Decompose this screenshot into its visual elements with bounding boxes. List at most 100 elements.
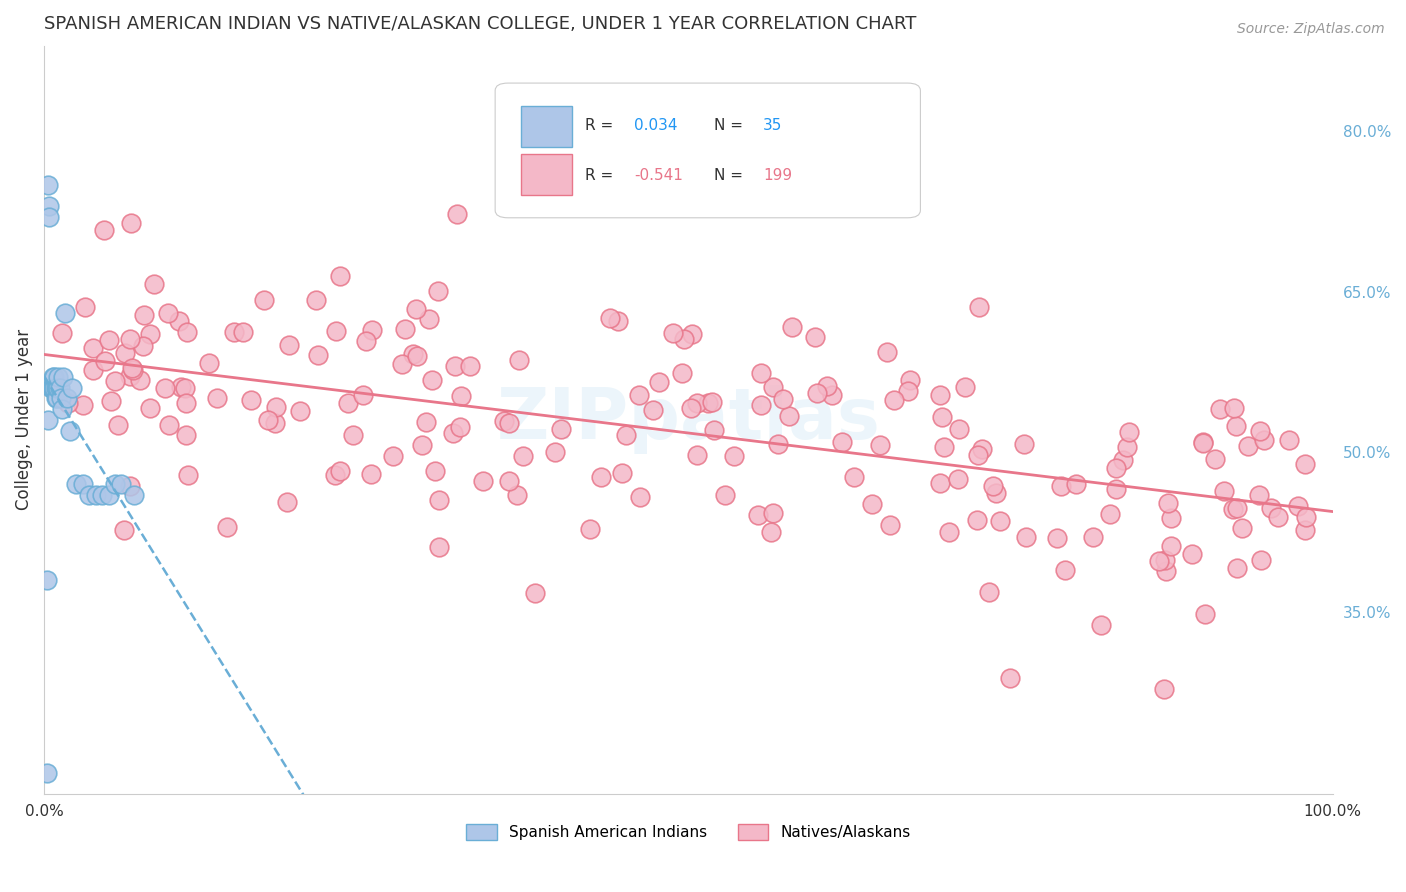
Point — [167, 314, 190, 328]
Point — [1160, 539, 1182, 553]
Point — [972, 442, 994, 456]
Point — [1222, 502, 1244, 516]
Point — [512, 450, 534, 464]
Point — [983, 479, 1005, 493]
Point — [1204, 451, 1226, 466]
Point — [747, 508, 769, 522]
Point — [39, 381, 62, 395]
Point — [1237, 439, 1260, 453]
Point — [264, 400, 287, 414]
Point — [45, 392, 67, 406]
Point — [423, 464, 446, 478]
Point — [132, 339, 155, 353]
Point — [1153, 681, 1175, 696]
Point — [898, 373, 921, 387]
Point — [1099, 507, 1122, 521]
Point — [174, 428, 197, 442]
Point — [879, 518, 901, 533]
Point — [56, 392, 79, 406]
Point — [928, 475, 950, 490]
Point — [934, 440, 956, 454]
Point — [1295, 510, 1317, 524]
Legend: Spanish American Indians, Natives/Alaskans: Spanish American Indians, Natives/Alaska… — [460, 818, 917, 847]
Text: 0.034: 0.034 — [634, 119, 678, 133]
Point — [139, 326, 162, 341]
Point — [277, 338, 299, 352]
Point — [139, 401, 162, 415]
Point — [129, 373, 152, 387]
Text: 35: 35 — [763, 119, 783, 133]
Point — [441, 425, 464, 440]
Text: ZIPpatlas: ZIPpatlas — [496, 385, 880, 454]
Point — [1149, 554, 1171, 568]
Point — [427, 285, 450, 299]
Point — [1209, 402, 1232, 417]
Point — [46, 392, 69, 406]
Point — [35, 573, 58, 587]
Point — [53, 306, 76, 320]
Point — [354, 334, 377, 349]
Point — [52, 370, 75, 384]
Point — [84, 488, 107, 502]
Point — [599, 310, 621, 325]
Point — [492, 414, 515, 428]
Point — [215, 519, 238, 533]
Point — [91, 488, 114, 502]
Point — [94, 353, 117, 368]
FancyBboxPatch shape — [495, 83, 921, 218]
Point — [984, 486, 1007, 500]
Point — [176, 325, 198, 339]
Point — [307, 348, 329, 362]
Point — [45, 381, 67, 395]
Point — [1160, 511, 1182, 525]
Point — [418, 311, 440, 326]
Point — [263, 417, 285, 431]
Text: -0.541: -0.541 — [634, 168, 683, 183]
Point — [1225, 419, 1247, 434]
Point — [198, 356, 221, 370]
Point — [325, 468, 347, 483]
Point — [938, 525, 960, 540]
Point — [44, 370, 66, 384]
Point — [394, 322, 416, 336]
Point — [37, 178, 59, 192]
Point — [97, 333, 120, 347]
Point — [1046, 531, 1069, 545]
Point — [46, 370, 69, 384]
Point — [946, 472, 969, 486]
Point — [153, 381, 176, 395]
Point — [174, 381, 197, 395]
FancyBboxPatch shape — [520, 105, 572, 146]
Point — [780, 319, 803, 334]
Point — [134, 308, 156, 322]
Point — [41, 381, 63, 395]
Point — [253, 293, 276, 307]
Point — [429, 540, 451, 554]
Point — [1050, 479, 1073, 493]
Point — [142, 277, 165, 292]
Point — [1223, 401, 1246, 415]
Point — [815, 379, 838, 393]
Point — [1212, 483, 1234, 498]
Point — [124, 488, 146, 502]
Y-axis label: College, Under 1 year: College, Under 1 year — [15, 329, 32, 510]
Point — [352, 388, 374, 402]
Point — [35, 765, 58, 780]
Point — [579, 522, 602, 536]
Point — [550, 421, 572, 435]
Point — [772, 392, 794, 406]
Point — [1253, 433, 1275, 447]
Point — [1278, 433, 1301, 447]
Point — [121, 361, 143, 376]
Point — [1066, 476, 1088, 491]
Point — [697, 396, 720, 410]
Point — [685, 395, 707, 409]
Point — [821, 388, 844, 402]
Point — [42, 381, 65, 395]
Point — [681, 327, 703, 342]
Point — [405, 349, 427, 363]
Point — [1154, 564, 1177, 578]
Point — [415, 415, 437, 429]
Point — [42, 370, 65, 384]
Point — [641, 403, 664, 417]
